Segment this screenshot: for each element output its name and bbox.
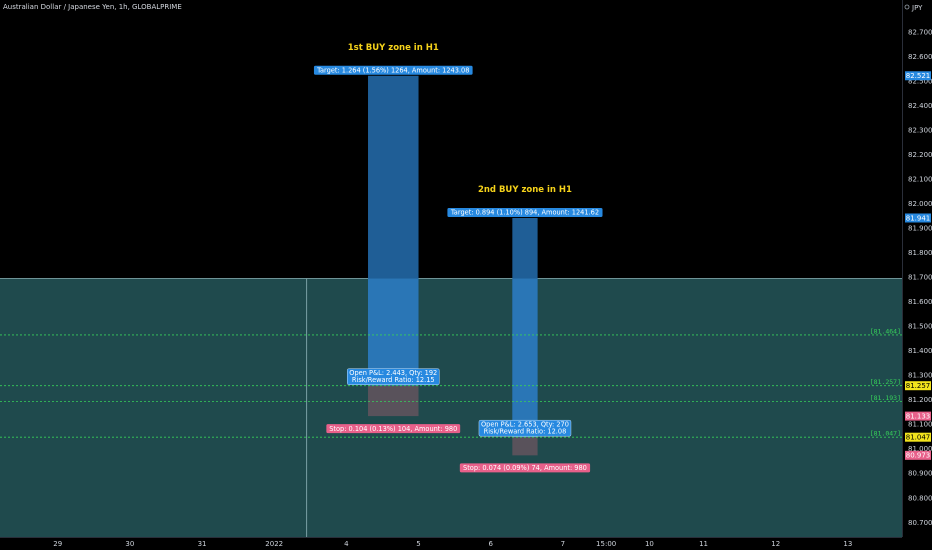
time-tick-label: 30 <box>125 540 134 548</box>
time-tick-label: 31 <box>198 540 207 548</box>
time-tick-label: 11 <box>699 540 708 548</box>
level-label: [81.464] <box>870 327 901 335</box>
price-tick-label: 81.400 <box>908 347 932 355</box>
price-tick-label: 80.800 <box>908 494 932 502</box>
price-label-badge <box>905 213 931 223</box>
price-label-badge <box>905 411 931 421</box>
price-label-badge <box>905 450 931 460</box>
time-tick-label: 12 <box>771 540 780 548</box>
price-label-text: 82.521 <box>906 72 931 80</box>
levels-layer: [81.464] [81.257] [81.193] [81.047] <box>0 327 902 438</box>
target-badge <box>447 207 603 217</box>
chart-title: Australian Dollar / Japanese Yen, 1h, GL… <box>3 3 182 11</box>
price-label-text: 81.047 <box>906 434 931 442</box>
zones-layer[interactable]: 1st BUY zone in H1 Target: 1.264 (1.56%) … <box>313 43 603 473</box>
zone-title: 2nd BUY zone in H1 <box>478 185 572 195</box>
pnl-badge <box>478 419 572 437</box>
price-tick-label: 81.200 <box>908 396 932 404</box>
price-label-text: 81.257 <box>906 382 931 390</box>
panel-layer <box>0 278 902 537</box>
price-axis[interactable]: 82.700 82.600 82.500 82.400 82.300 82.200 82.1… <box>902 0 932 537</box>
position-panel <box>0 278 902 537</box>
price-tick-label: 82.400 <box>908 102 932 110</box>
price-tick-label: 81.800 <box>908 249 932 257</box>
risk-reward-text: Risk/Reward Ratio: 12.15 <box>352 376 435 384</box>
stop-zone-rect[interactable] <box>368 385 419 417</box>
time-tick-label: 6 <box>488 540 493 548</box>
price-tick-label: 82.700 <box>908 28 932 36</box>
price-tick-label: 82.500 <box>908 77 932 85</box>
price-tick-label: 81.000 <box>908 445 932 453</box>
price-tick-label: 80.900 <box>908 470 932 478</box>
risk-reward-text: Risk/Reward Ratio: 12.08 <box>484 428 567 436</box>
level-label: [81.047] <box>870 430 901 438</box>
time-tick-label: 7 <box>561 540 565 548</box>
level-label: [81.193] <box>870 394 901 402</box>
time-tick-label: 2022 <box>265 540 283 548</box>
price-tick-label: 82.600 <box>908 53 932 61</box>
zone-title: 1st BUY zone in H1 <box>348 43 439 53</box>
price-tick-label: 81.700 <box>908 274 932 282</box>
target-zone-panel-rect <box>512 278 538 438</box>
pnl-text: Open P&L: 2.653, Qty: 270 <box>481 421 569 429</box>
price-label-badge <box>905 71 931 81</box>
price-label-badge <box>905 432 931 442</box>
target-text: Target: 1.264 (1.56%) 1264, Amount: 1243… <box>316 66 469 74</box>
stop-badge <box>326 424 461 434</box>
time-tick-label: 4 <box>344 540 349 548</box>
time-tick-label: 5 <box>416 540 420 548</box>
target-zone-panel-rect <box>368 278 419 386</box>
time-tick-label: 29 <box>53 540 62 548</box>
stop-badge <box>459 463 591 473</box>
price-tick-label: 81.300 <box>908 372 932 380</box>
time-tick-label: 13 <box>843 540 852 548</box>
price-label-text: 80.973 <box>906 452 931 460</box>
stop-text: Stop: 0.074 (0.09%) 74, Amount: 980 <box>463 464 587 472</box>
price-tick-label: 82.300 <box>908 126 932 134</box>
pnl-text: Open P&L: 2.443, Qty: 192 <box>349 369 437 377</box>
stop-text: Stop: 0.104 (0.13%) 104, Amount: 980 <box>329 425 457 433</box>
buy-zone-2[interactable]: 2nd BUY zone in H1 Target: 0.894 (1.10%) … <box>447 185 603 473</box>
price-tick-label: 81.900 <box>908 225 932 233</box>
labels-layer: 82.521 81.941 81.257 81.133 81.047 80.973 <box>905 71 931 460</box>
price-tick-label: 82.100 <box>908 176 932 184</box>
price-label-text: 81.941 <box>906 214 931 222</box>
price-tick-label: 81.100 <box>908 421 932 429</box>
settings-icon[interactable] <box>904 4 910 10</box>
buy-zone-1[interactable]: 1st BUY zone in H1 Target: 1.264 (1.56%) … <box>313 43 473 434</box>
time-tick-label: 10 <box>645 540 654 548</box>
stop-zone-rect[interactable] <box>512 437 538 456</box>
level-label: [81.257] <box>870 378 901 386</box>
target-badge <box>313 65 473 75</box>
time-tick-label: 15:00 <box>596 540 616 548</box>
time-axis[interactable]: 29 30 31 2022 4 5 6 7 15:00 10 11 12 13 <box>0 537 902 549</box>
price-tick-label: 82.200 <box>908 151 932 159</box>
pnl-badge <box>347 368 440 385</box>
price-tick-label: 81.500 <box>908 323 932 331</box>
price-label-badge <box>905 381 931 391</box>
price-tick-label: 82.000 <box>908 200 932 208</box>
price-label-text: 81.133 <box>906 412 931 420</box>
currency-label: JPY <box>911 4 923 12</box>
target-text: Target: 0.894 (1.10%) 894, Amount: 1241.… <box>450 209 599 217</box>
price-tick-label: 81.600 <box>908 298 932 306</box>
price-tick-label: 80.700 <box>908 519 932 527</box>
